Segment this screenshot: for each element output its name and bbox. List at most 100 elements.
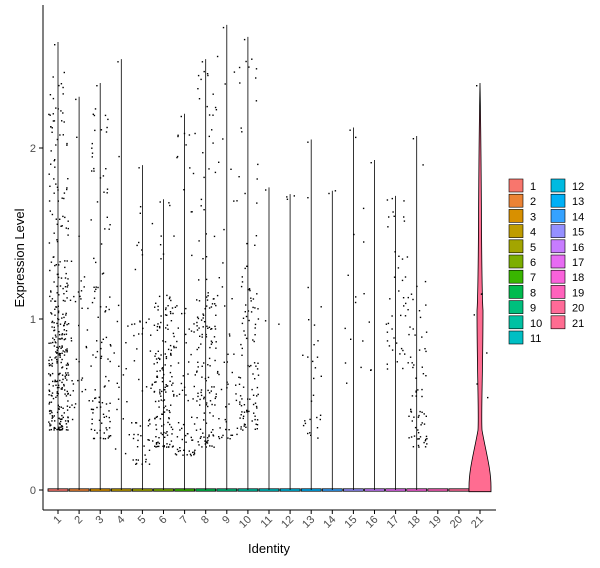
data-point (170, 404, 172, 406)
data-point (109, 435, 112, 437)
data-point (51, 417, 53, 419)
data-point (71, 380, 73, 382)
data-point (54, 308, 56, 310)
legend-item-6: 6 (508, 254, 536, 269)
data-point (161, 368, 163, 370)
data-point (242, 386, 245, 388)
data-point (61, 387, 63, 389)
data-point (100, 243, 103, 245)
data-point (218, 436, 220, 438)
data-point (66, 187, 68, 189)
data-point (49, 374, 52, 376)
data-point (419, 316, 422, 319)
data-point (96, 406, 98, 409)
data-point (404, 276, 407, 278)
data-point (201, 446, 203, 448)
data-point (320, 375, 322, 377)
data-point (426, 438, 428, 440)
data-point (302, 354, 304, 356)
data-point (66, 409, 69, 411)
data-point (196, 325, 198, 327)
data-point (203, 209, 205, 211)
data-point (241, 131, 243, 133)
data-point (245, 304, 247, 306)
legend-label: 20 (572, 303, 584, 315)
data-point (62, 112, 64, 114)
data-point (176, 448, 179, 451)
violin-16 (364, 159, 385, 492)
data-point (404, 315, 407, 317)
data-point (57, 404, 59, 406)
data-point (176, 340, 178, 343)
data-point (157, 323, 159, 325)
data-point (148, 318, 150, 320)
data-point (406, 256, 409, 258)
data-point (178, 393, 181, 395)
data-point (62, 350, 64, 352)
data-point (209, 412, 211, 414)
data-point (159, 370, 161, 372)
data-point (176, 155, 179, 158)
data-point (58, 408, 60, 410)
data-point (93, 170, 95, 172)
data-point (52, 385, 54, 387)
legend-label: 7 (530, 272, 536, 284)
data-point (221, 436, 223, 439)
data-point (165, 307, 167, 309)
data-point (402, 297, 405, 299)
data-point (183, 189, 185, 191)
data-point (65, 423, 68, 425)
data-point (203, 412, 205, 414)
data-point (67, 421, 69, 423)
data-point (168, 297, 171, 300)
data-point (66, 188, 68, 191)
data-point (247, 310, 250, 312)
data-point (256, 202, 258, 204)
data-point (56, 138, 59, 141)
data-point (106, 429, 108, 431)
data-point (66, 348, 68, 350)
data-point (286, 196, 288, 198)
data-point (101, 422, 103, 424)
legend-label: 14 (572, 211, 584, 223)
data-point (255, 365, 257, 367)
data-point (255, 405, 258, 408)
data-point (48, 421, 50, 423)
data-point (133, 433, 135, 436)
data-point (170, 312, 172, 315)
data-point (253, 412, 255, 414)
data-point (186, 454, 188, 456)
data-point (164, 405, 167, 407)
data-point (94, 389, 96, 391)
data-point (173, 335, 175, 338)
data-point (183, 449, 185, 451)
data-point (175, 454, 178, 456)
legend-swatch (508, 300, 524, 314)
data-point (200, 205, 202, 207)
data-point (256, 395, 258, 397)
data-point (418, 310, 421, 312)
data-point (99, 437, 102, 439)
data-point (388, 345, 391, 347)
data-point (355, 136, 357, 139)
legend-swatch (550, 239, 566, 254)
data-point (423, 413, 425, 415)
data-point (224, 83, 226, 85)
data-point (93, 297, 96, 299)
data-point (51, 415, 53, 417)
data-point (58, 294, 60, 296)
data-point (49, 269, 51, 272)
data-point (159, 244, 162, 246)
data-point (425, 375, 427, 377)
data-point (411, 362, 413, 364)
legend-label: 12 (572, 181, 584, 193)
data-point (196, 371, 198, 373)
data-point (65, 364, 68, 366)
data-point (254, 428, 256, 430)
data-point (69, 406, 71, 408)
x-ticks: 1 2 3 4 5 6 7 8 9 10 11 12 13 14 15 16 17 18 19 20 21 (51, 510, 486, 531)
data-point (252, 306, 254, 309)
data-point (158, 406, 160, 408)
data-point (67, 234, 69, 236)
data-point (214, 303, 216, 305)
